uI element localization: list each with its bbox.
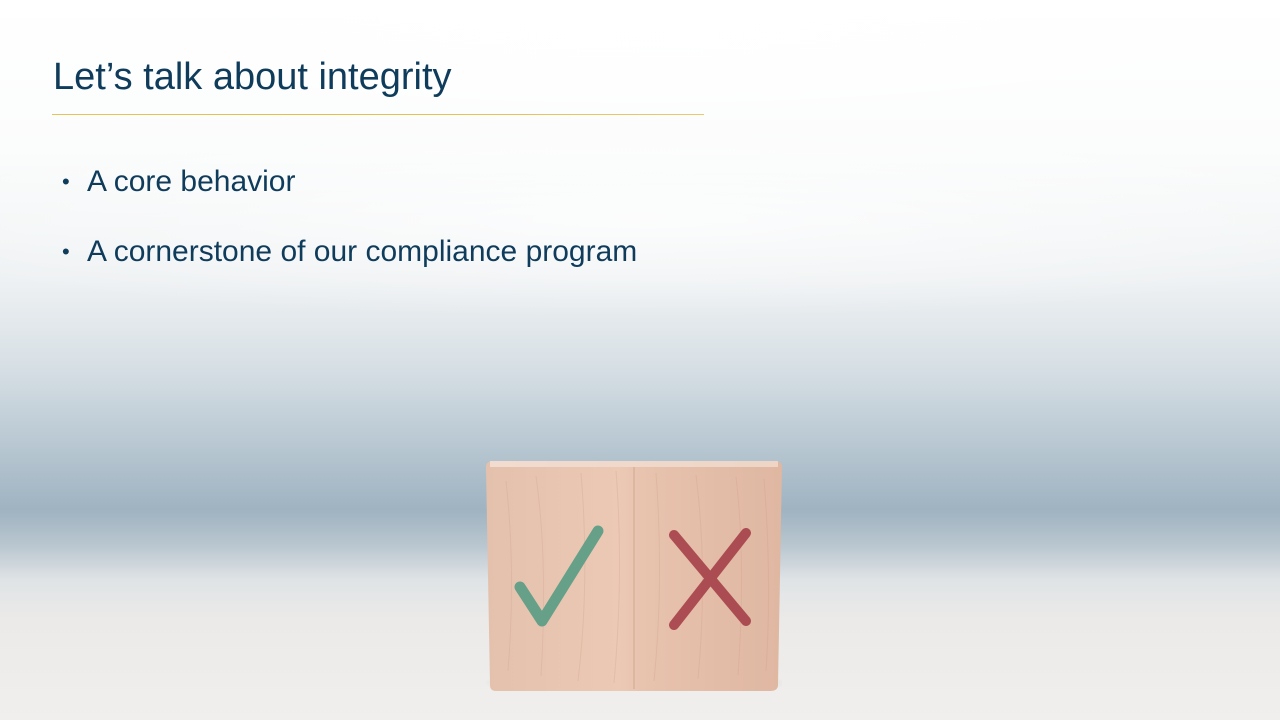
- bullet-text: A cornerstone of our compliance program: [87, 235, 638, 268]
- bullet-item: • A cornerstone of our compliance progra…: [60, 232, 637, 272]
- title-underline: [52, 114, 704, 115]
- x-mark-icon: [669, 528, 751, 630]
- bullet-icon: •: [62, 169, 70, 194]
- slide-title: Let’s talk about integrity: [53, 56, 452, 98]
- bullet-item: • A core behavior: [60, 162, 637, 202]
- wooden-cube-image: [486, 461, 782, 691]
- bullet-list: • A core behavior • A cornerstone of our…: [60, 162, 637, 302]
- bullet-text: A core behavior: [87, 165, 296, 198]
- bullet-icon: •: [62, 239, 70, 264]
- check-mark-icon: [514, 525, 604, 627]
